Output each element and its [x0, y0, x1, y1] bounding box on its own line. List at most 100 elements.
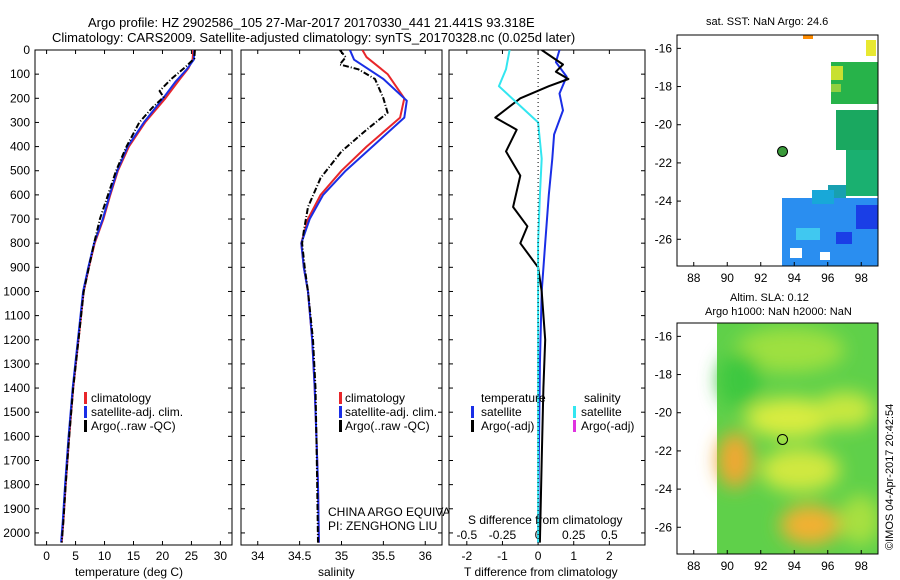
series-line-argo-raw-qc: [60, 50, 196, 543]
top-tick-label: 0.25: [562, 528, 586, 542]
map-lon-tick-label: 94: [788, 271, 802, 285]
salinity-x-ticks: 34 34.5 35 35.5 36: [251, 50, 432, 563]
series-line-argo-raw-qc: [301, 50, 389, 543]
x-tick-label: 5: [72, 549, 79, 563]
map-lon-tick-label: 96: [821, 559, 835, 573]
temperature-axes-frame: [34, 49, 233, 546]
legend-label-satellite: satellite-adj. clim.: [345, 405, 437, 419]
map-lon-tick-label: 94: [788, 559, 802, 573]
legend-swatch-temp-argo: [471, 420, 474, 432]
map-lat-tick-label: -18: [655, 368, 673, 382]
legend-swatch-sal-satellite: [573, 406, 576, 418]
difference-xlabel: T difference from climatology: [464, 565, 618, 579]
depth-tick-label: 1900: [3, 502, 30, 516]
x-tick-label: 35: [335, 549, 349, 563]
legend-swatch-climatology: [84, 392, 87, 404]
sst-cell: [803, 35, 813, 39]
legend-swatch-climatology: [339, 392, 342, 404]
map-lon-tick-label: 90: [721, 271, 735, 285]
x-tick-label: 0: [535, 549, 542, 563]
map-lon-tick-label: 98: [855, 559, 869, 573]
x-tick-label: 35.5: [372, 549, 396, 563]
temperature-panel: 0100200300400500600700800900100011001200…: [3, 43, 233, 579]
sst-map-field: [782, 35, 878, 266]
difference-x-ticks: -2 -1 0 1 2: [461, 50, 613, 563]
x-tick-label: 1: [570, 549, 577, 563]
legend-label-climatology: climatology: [91, 391, 151, 405]
legend-swatch-satellite: [339, 406, 342, 418]
legend-label-satellite: satellite-adj. clim.: [91, 405, 183, 419]
difference-top-label: S difference from climatology: [468, 513, 623, 527]
sla-blob-high: [780, 505, 840, 545]
depth-tick-label: 500: [10, 164, 30, 178]
depth-tick-label: 400: [10, 140, 30, 154]
legend-label-climatology: climatology: [345, 391, 405, 405]
difference-panel: -2 -1 0 1 2 -0.5 -0.25 0 0.25 0.5 S difference f…: [448, 49, 646, 579]
depth-tick-label: 100: [10, 67, 30, 81]
x-tick-label: 25: [185, 549, 199, 563]
legend-label-sal-satellite: satellite: [581, 405, 622, 419]
legend-swatch-argo: [84, 420, 87, 432]
copyright-timestamp: ©IMOS 04-Apr-2017 20:42:54: [884, 404, 896, 550]
x-tick-label: 34: [251, 549, 265, 563]
sst-map-ticks: 88 90 92 94 96 98 -16 -18 -20 -22 -24 -26: [655, 41, 869, 285]
legend-label-argo: Argo(..raw -QC): [91, 419, 176, 433]
sst-cell: [836, 232, 852, 244]
salinity-xlabel: salinity: [318, 565, 355, 579]
x-tick-label: 15: [127, 549, 141, 563]
sst-cell: [812, 190, 834, 204]
map-lat-tick-label: -26: [655, 520, 673, 534]
depth-tick-label: 1800: [3, 478, 30, 492]
map-lat-tick-label: -22: [655, 444, 673, 458]
legend-label-temp-argo: Argo(-adj): [481, 419, 534, 433]
sla-blob: [760, 448, 840, 492]
sla-blob: [840, 495, 878, 545]
sla-map-field: [717, 323, 878, 554]
float-pi-annotation: PI: ZENGHONG LIU: [328, 519, 437, 533]
float-owner-annotation: CHINA ARGO EQUIVALENT: [328, 505, 482, 519]
sst-map-title: sat. SST: NaN Argo: 24.6: [706, 16, 828, 28]
x-tick-label: 20: [156, 549, 170, 563]
top-tick-label: -0.25: [489, 528, 517, 542]
sla-blob: [745, 398, 835, 438]
map-lon-tick-label: 88: [687, 271, 701, 285]
salinity-series: [300, 50, 408, 543]
series-line-salinity-satellite: [497, 50, 543, 543]
depth-tick-label: 900: [10, 260, 30, 274]
temperature-legend: climatology satellite-adj. clim. Argo(..…: [84, 391, 183, 433]
salinity-panel: 34 34.5 35 35.5 36 salinity climatology sate…: [240, 49, 482, 579]
map-lat-tick-label: -20: [655, 406, 673, 420]
sst-map-panel: sat. SST: NaN Argo: 24.6 88 90 92 94 96 98 -16…: [655, 16, 879, 285]
sst-region-south: [846, 150, 878, 196]
legend-header-salinity: salinity: [584, 391, 621, 405]
sla-blob: [718, 352, 762, 408]
sst-map-frame: [676, 34, 879, 267]
difference-axes-frame: [448, 49, 646, 546]
depth-tick-label: 2000: [3, 526, 30, 540]
map-lon-tick-label: 92: [754, 271, 768, 285]
depth-tick-label: 1400: [3, 381, 30, 395]
sla-map-title-1: Altim. SLA: 0.12: [730, 292, 809, 304]
x-tick-label: 34.5: [288, 549, 312, 563]
map-lat-tick-label: -16: [655, 41, 673, 55]
map-lon-tick-label: 90: [721, 559, 735, 573]
map-lon-tick-label: 96: [821, 271, 835, 285]
difference-legend: temperature salinity satellite Argo(-adj…: [471, 391, 634, 433]
map-lat-tick-label: -26: [655, 232, 673, 246]
map-lat-tick-label: -20: [655, 118, 673, 132]
depth-tick-label: 1100: [4, 309, 30, 323]
sla-map-frame: [676, 322, 879, 555]
x-tick-label: 30: [214, 549, 228, 563]
salinity-y-ticks: [241, 49, 442, 534]
map-lat-tick-label: -24: [655, 194, 673, 208]
top-tick-label: 0.5: [601, 528, 618, 542]
depth-tick-label: 700: [10, 212, 30, 226]
top-tick-label: -0.5: [456, 528, 477, 542]
x-tick-label: 2: [606, 549, 613, 563]
series-line-temperature-argo-adj: [494, 50, 570, 543]
map-lat-tick-label: -24: [655, 482, 673, 496]
depth-tick-label: 1200: [3, 333, 30, 347]
x-tick-label: 36: [419, 549, 433, 563]
sla-map-panel: Altim. SLA: 0.12 Argo h1000: NaN h2000: …: [655, 292, 879, 573]
depth-ticks: 0 100 200 300 400 500 600 700 800 900 1000 1100 1200…: [3, 43, 232, 540]
